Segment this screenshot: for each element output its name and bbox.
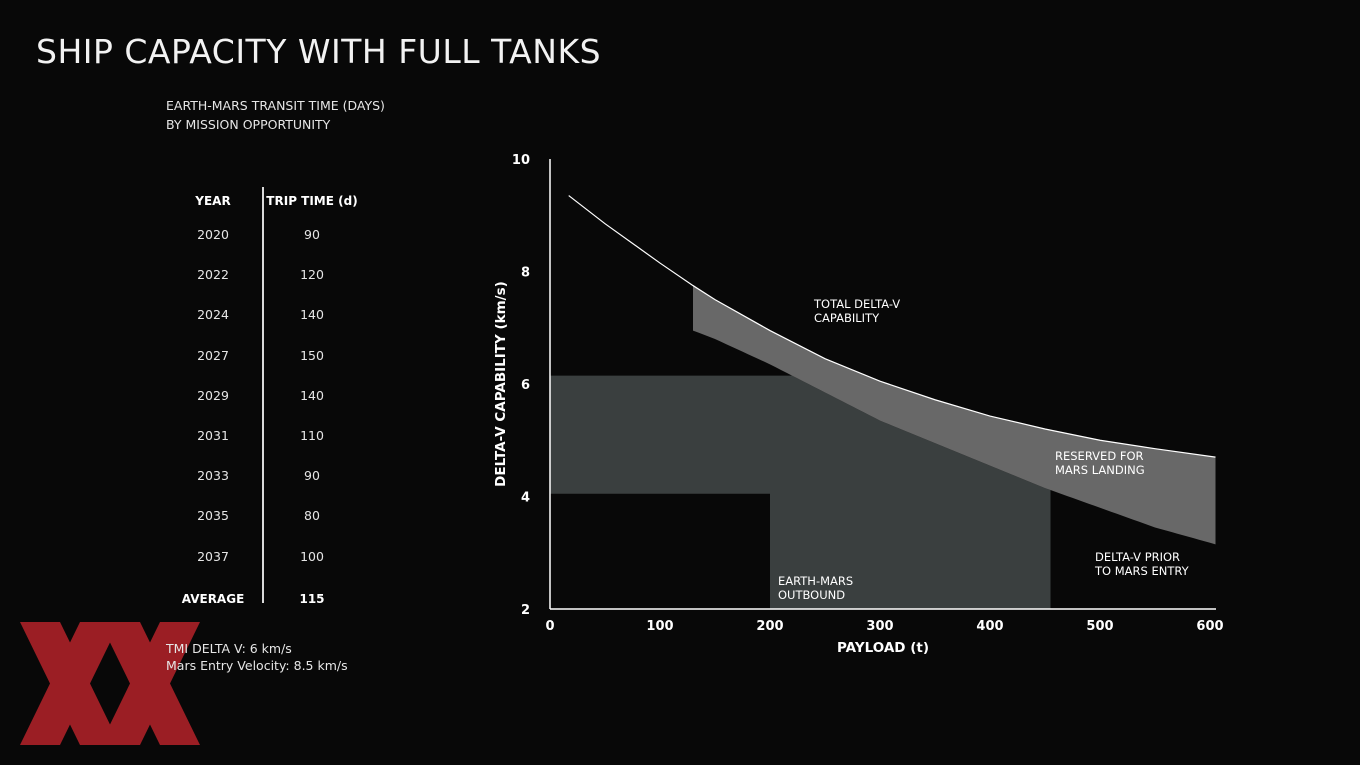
annotation-outbound-line: OUTBOUND: [778, 588, 845, 602]
annotation-prior-entry-line: DELTA-V PRIOR: [1095, 550, 1180, 564]
year-cell: 2027: [197, 347, 229, 363]
year-cell: 2024: [197, 307, 229, 323]
y-axis-label: DELTA-V CAPABILITY (km/s): [493, 281, 509, 487]
xx-logo-icon: [20, 622, 200, 745]
table-divider: [262, 187, 264, 603]
reserved-landing-region: [693, 285, 1216, 545]
annotation-reserved-landing-line: RESERVED FOR: [1055, 449, 1144, 463]
year-cell: 2022: [197, 267, 229, 283]
x-axis-label: PAYLOAD (t): [837, 640, 929, 656]
trip-time-cell: 120: [300, 267, 324, 283]
trip-time-cell: 150: [300, 347, 324, 363]
outbound-region: [550, 375, 1051, 609]
total-delta-v-curve: [568, 195, 1216, 458]
annotation-reserved-landing-line: MARS LANDING: [1055, 463, 1145, 477]
table-subtitle-line1: EARTH-MARS TRANSIT TIME (DAYS): [166, 98, 385, 113]
y-tick-label: 4: [521, 491, 530, 506]
y-tick-label: 2: [521, 603, 530, 618]
trip-time-cell: 90: [304, 227, 320, 242]
annotation-outbound-line: EARTH-MARS: [778, 574, 853, 588]
x-tick-label: 300: [866, 619, 893, 634]
annotation-total-delta-v-line: CAPABILITY: [814, 311, 880, 325]
trip-time-cell: 80: [304, 508, 320, 524]
trip-time-cell: 90: [304, 468, 320, 484]
year-cell: 2031: [197, 428, 229, 443]
trip-time-cell: 110: [300, 428, 324, 443]
trip-time-cell: 100: [300, 548, 324, 564]
x-tick-label: 0: [545, 619, 554, 634]
average-label: AVERAGE: [181, 592, 245, 606]
x-tick-label: 400: [976, 619, 1003, 634]
x-tick-label: 600: [1196, 619, 1223, 634]
y-tick-label: 8: [521, 266, 530, 281]
year-cell: 2033: [197, 468, 229, 484]
trip-time-header: TRIP TIME (d): [266, 194, 358, 208]
year-cell: 2037: [197, 548, 229, 564]
trip-time-cell: 140: [300, 307, 324, 323]
page-title: SHIP CAPACITY WITH FULL TANKS: [36, 32, 602, 71]
mars-entry-velocity-note: Mars Entry Velocity: 8.5 km/s: [166, 658, 348, 673]
trip-time-cell: 140: [300, 387, 324, 403]
y-tick-label: 6: [521, 378, 530, 393]
annotation-prior-entry-line: TO MARS ENTRY: [1094, 564, 1190, 578]
year-cell: 2020: [197, 227, 229, 242]
table-subtitle-line2: BY MISSION OPPORTUNITY: [166, 117, 331, 132]
average-value: 115: [299, 592, 325, 606]
year-header: YEAR: [195, 194, 231, 208]
year-cell: 2029: [197, 387, 229, 403]
y-tick-label: 10: [512, 153, 530, 168]
x-tick-label: 100: [646, 619, 673, 634]
x-tick-label: 200: [756, 619, 783, 634]
x-tick-label: 500: [1086, 619, 1113, 634]
year-cell: 2035: [197, 508, 229, 524]
annotation-total-delta-v-line: TOTAL DELTA-V: [813, 297, 900, 311]
tmi-delta-v-note: TMI DELTA V: 6 km/s: [166, 641, 292, 656]
